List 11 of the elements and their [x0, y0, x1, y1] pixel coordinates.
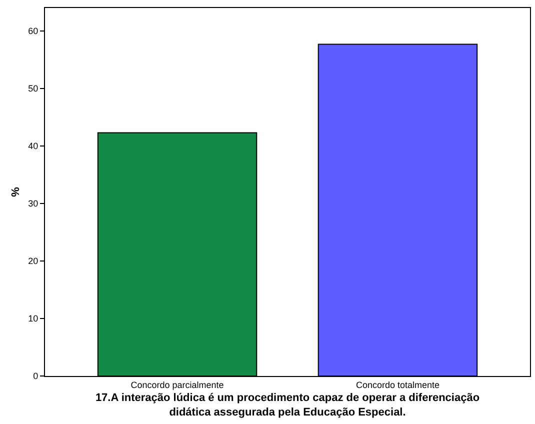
y-tick-label: 30	[28, 198, 38, 209]
y-tick-label: 40	[28, 141, 38, 152]
y-tick-label: 0	[33, 371, 38, 382]
y-tick-label: 60	[28, 26, 38, 36]
y-tick-label: 50	[28, 84, 38, 94]
y-axis-title: %	[10, 186, 22, 197]
y-tick-label: 10	[28, 314, 38, 324]
x-tick-label: Concordo parcialmente	[130, 380, 224, 390]
x-tick-label: Concordo totalmente	[356, 380, 440, 390]
y-tick-label: 20	[28, 256, 38, 266]
x-axis-title: 17.A interação lúdica é um procedimento capaz de operar a diferenciação didática assegurada pela Educação Especial.	[95, 392, 480, 418]
